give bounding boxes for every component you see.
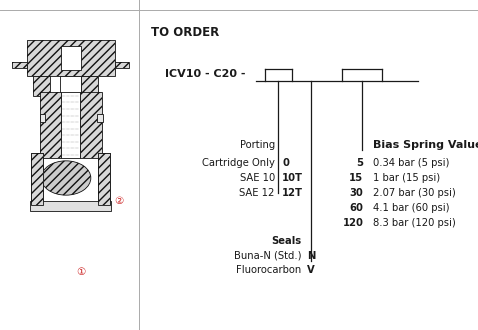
Text: V: V	[307, 265, 315, 275]
Bar	[80, 92, 102, 158]
Bar	[33, 76, 50, 96]
Text: Fluorocarbon: Fluorocarbon	[236, 265, 301, 275]
Text: 0.34 bar (5 psi): 0.34 bar (5 psi)	[373, 158, 449, 168]
Text: ICV10 - C20 -: ICV10 - C20 -	[165, 69, 245, 79]
Text: TO ORDER: TO ORDER	[151, 26, 219, 40]
Text: ①: ①	[76, 267, 86, 277]
Bar	[26, 40, 115, 76]
Bar	[60, 76, 81, 96]
Bar	[115, 62, 129, 68]
Text: SAE 10: SAE 10	[239, 173, 275, 183]
Bar	[12, 62, 26, 68]
Bar	[12, 62, 26, 68]
Text: ②: ②	[114, 196, 123, 206]
Text: Porting: Porting	[239, 140, 275, 150]
Bar	[40, 114, 45, 122]
Text: 30: 30	[349, 188, 363, 198]
Bar	[98, 153, 110, 205]
Text: 1 bar (15 psi): 1 bar (15 psi)	[373, 173, 440, 183]
Bar	[98, 153, 110, 205]
Bar	[98, 153, 110, 205]
Bar	[61, 92, 80, 158]
Bar	[31, 153, 43, 205]
Bar	[81, 76, 98, 96]
Bar	[98, 153, 110, 205]
Text: Bias Spring Value: Bias Spring Value	[373, 140, 478, 150]
Bar	[61, 46, 81, 70]
Text: 4.1 bar (60 psi): 4.1 bar (60 psi)	[373, 203, 449, 213]
Bar	[26, 40, 115, 76]
Text: 120: 120	[342, 218, 363, 228]
Bar	[81, 76, 98, 96]
Text: 12T: 12T	[282, 188, 303, 198]
Bar	[30, 201, 111, 211]
Circle shape	[41, 161, 91, 195]
Bar	[80, 92, 102, 158]
Bar	[97, 114, 103, 122]
Bar	[31, 153, 43, 205]
Text: 0: 0	[282, 158, 289, 168]
Bar	[40, 92, 61, 158]
Text: 60: 60	[349, 203, 363, 213]
Text: 10T: 10T	[282, 173, 303, 183]
Bar	[33, 76, 50, 96]
Text: 5: 5	[356, 158, 363, 168]
Bar	[40, 92, 61, 158]
Text: 15: 15	[349, 173, 363, 183]
Text: Seals: Seals	[271, 236, 301, 246]
Text: Cartridge Only: Cartridge Only	[202, 158, 275, 168]
Text: SAE 12: SAE 12	[239, 188, 275, 198]
Text: N: N	[307, 251, 316, 261]
Text: 2.07 bar (30 psi): 2.07 bar (30 psi)	[373, 188, 456, 198]
Bar	[31, 153, 43, 205]
Text: Buna-N (Std.): Buna-N (Std.)	[234, 251, 301, 261]
Text: 8.3 bar (120 psi): 8.3 bar (120 psi)	[373, 218, 456, 228]
Bar	[115, 62, 129, 68]
Bar	[31, 153, 43, 205]
